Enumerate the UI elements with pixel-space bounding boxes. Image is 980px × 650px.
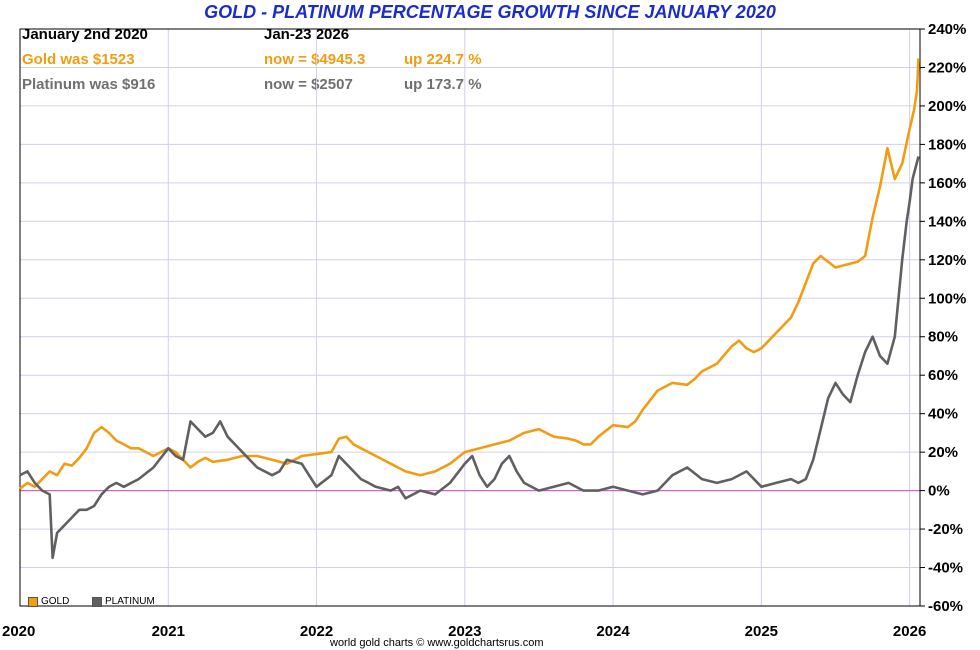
x-tick-label: 2023	[448, 623, 481, 640]
y-tick-label: 20%	[928, 444, 958, 461]
platinum-was-label: Platinum was $916	[22, 76, 156, 93]
x-tick-label: 2021	[152, 623, 185, 640]
y-tick-label: 140%	[928, 213, 966, 230]
x-tick-label: 2020	[2, 623, 35, 640]
y-tick-label: 80%	[928, 329, 958, 346]
legend-gold-label: GOLD	[41, 596, 70, 607]
y-tick-label: 100%	[928, 290, 966, 307]
y-tick-label: 220%	[928, 59, 966, 76]
y-tick-label: 60%	[928, 367, 958, 384]
legend-gold-swatch	[28, 596, 38, 607]
series-line-gold	[19, 58, 920, 490]
legend-platinum-label: PLATINUM	[105, 596, 155, 607]
y-tick-label: 160%	[928, 175, 966, 192]
y-tick-label: 240%	[928, 21, 966, 38]
plot-border	[19, 28, 921, 607]
x-tick-label: 2026	[893, 623, 926, 640]
x-tick-label: 2024	[596, 623, 630, 640]
y-tick-label: -40%	[928, 560, 963, 577]
gold-now-label: now = $4945.3	[264, 51, 366, 68]
series-line-platinum	[19, 156, 920, 560]
y-tick-label: 120%	[928, 252, 966, 269]
y-tick-label: 180%	[928, 136, 966, 153]
gold-up-label: up 224.7 %	[404, 51, 482, 68]
start-date-label: January 2nd 2020	[22, 26, 148, 43]
y-tick-label: 40%	[928, 406, 958, 423]
x-tick-label: 2025	[745, 623, 778, 640]
chart-title: GOLD - PLATINUM PERCENTAGE GROWTH SINCE …	[204, 2, 776, 22]
legend-gold: GOLD	[28, 596, 69, 607]
gold-was-label: Gold was $1523	[22, 51, 135, 68]
y-tick-label: -60%	[928, 598, 963, 615]
chart-credit: world gold charts © www.goldchartsrus.co…	[330, 637, 544, 649]
platinum-up-label: up 173.7 %	[404, 76, 482, 93]
y-tick-label: 0%	[928, 483, 950, 500]
x-tick-label: 2022	[300, 623, 333, 640]
legend-platinum-swatch	[92, 596, 102, 607]
end-date-label: Jan-23 2026	[264, 26, 350, 43]
legend-platinum: PLATINUM	[92, 596, 155, 607]
y-tick-label: -20%	[928, 521, 963, 538]
y-tick-label: 200%	[928, 98, 966, 115]
platinum-now-label: now = $2507	[264, 76, 353, 93]
